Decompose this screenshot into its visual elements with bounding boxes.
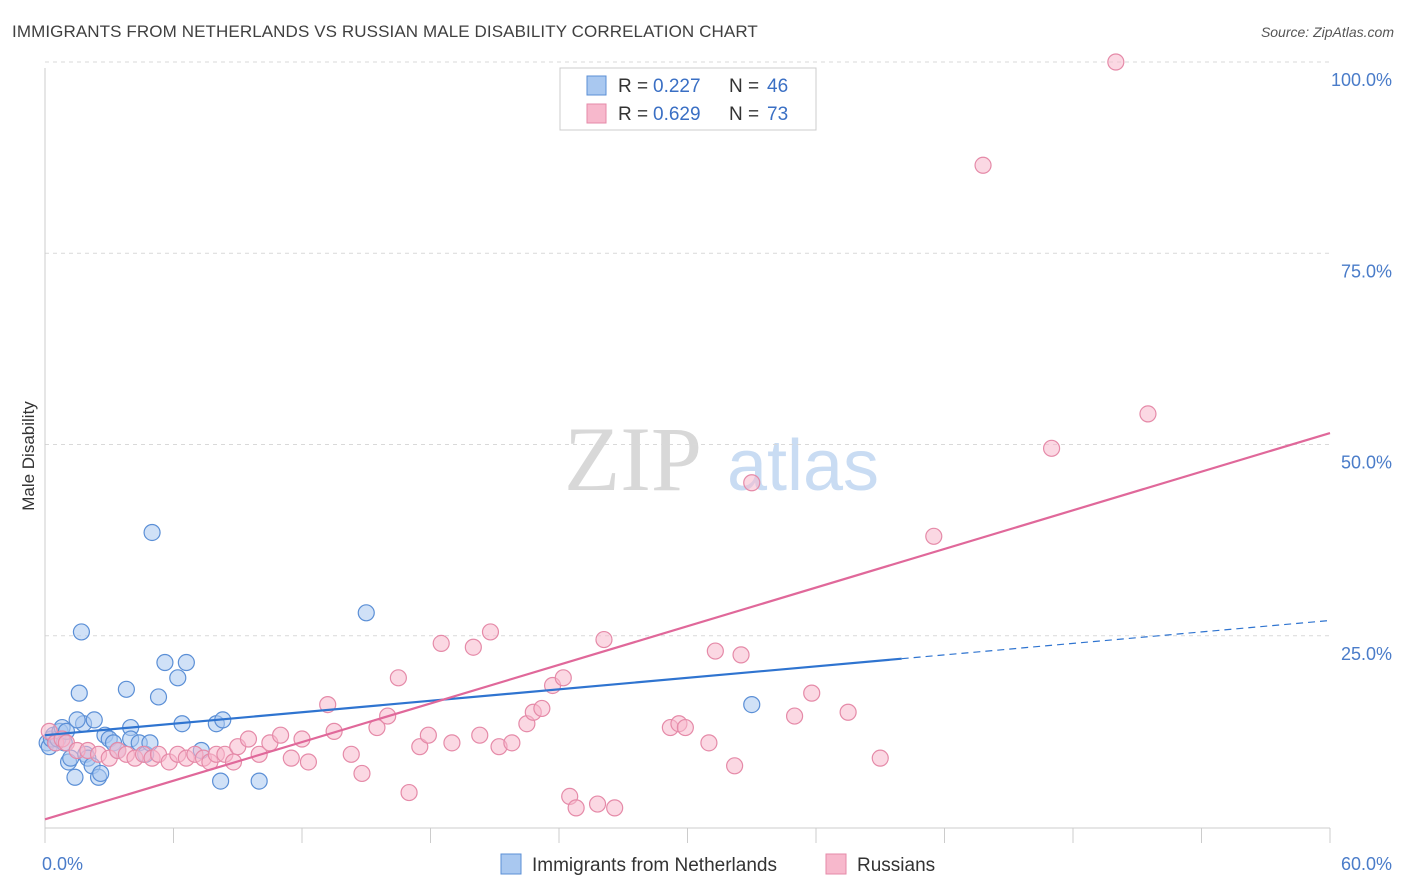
bottom-legend-swatch-russians	[825, 853, 847, 875]
point-russians	[471, 726, 489, 744]
legend-swatch-netherlands	[586, 75, 607, 96]
tick-labels: 25.0% 50.0% 75.0% 100.0% 0.0% 60.0%	[42, 70, 1392, 874]
point-russians	[925, 527, 943, 545]
point-russians	[533, 699, 551, 718]
point-russians	[464, 638, 482, 656]
point-russians	[443, 734, 461, 752]
point-russians	[839, 703, 857, 721]
series-russians	[40, 53, 1157, 817]
point-russians	[706, 642, 724, 660]
point-russians	[432, 634, 450, 653]
point-netherlands	[85, 711, 103, 729]
legend-n-value: 46	[767, 76, 788, 97]
point-russians	[419, 726, 437, 744]
y-tick-label: 100.0%	[1331, 70, 1392, 90]
trend-line-russians	[44, 431, 1331, 821]
bottom-legend: Immigrants from Netherlands Russians	[500, 853, 935, 876]
point-netherlands	[66, 768, 84, 786]
axes	[44, 68, 1331, 843]
legend-n-label: N =	[729, 76, 759, 97]
point-russians	[299, 753, 318, 771]
point-netherlands	[177, 653, 195, 672]
point-russians	[411, 738, 429, 756]
legend-r-label: R =	[618, 104, 648, 125]
point-russians	[732, 646, 750, 664]
point-russians	[700, 734, 718, 752]
bottom-legend-swatch-netherlands	[500, 853, 522, 875]
point-russians	[871, 749, 889, 767]
point-netherlands	[68, 711, 86, 729]
point-russians	[1139, 405, 1157, 423]
trend-line-netherlands-extension	[901, 619, 1331, 660]
grid	[45, 61, 1330, 637]
x-tick-label: 0.0%	[42, 854, 83, 874]
point-russians	[554, 669, 572, 687]
point-netherlands	[743, 695, 761, 714]
watermark-atlas: atlas	[727, 426, 879, 506]
point-netherlands	[156, 653, 174, 672]
bottom-legend-label-russians: Russians	[857, 855, 935, 876]
point-russians	[353, 764, 371, 783]
y-axis-title: Male Disability	[19, 401, 38, 511]
point-russians	[974, 156, 992, 174]
point-russians	[282, 749, 300, 767]
legend-r-label: R =	[618, 76, 648, 97]
point-russians	[588, 795, 607, 813]
point-netherlands	[357, 604, 375, 622]
trend-line-netherlands	[44, 657, 902, 737]
point-netherlands	[72, 623, 91, 641]
point-russians	[726, 757, 744, 775]
legend-n-value: 73	[767, 104, 788, 125]
y-tick-label: 50.0%	[1341, 453, 1392, 473]
source-label: Source: ZipAtlas.com	[1260, 24, 1394, 40]
point-netherlands	[92, 764, 110, 783]
trend-lines	[44, 431, 1331, 821]
point-netherlands	[212, 772, 230, 790]
legend-n-label: N =	[729, 104, 759, 125]
point-russians	[1107, 53, 1125, 71]
point-russians	[595, 630, 613, 649]
point-russians	[567, 799, 585, 817]
point-russians	[785, 707, 804, 725]
point-russians	[676, 718, 694, 737]
y-tick-label: 75.0%	[1341, 261, 1392, 281]
point-russians	[606, 799, 624, 817]
point-russians	[239, 730, 258, 748]
point-netherlands	[169, 669, 187, 687]
legend-r-value: 0.629	[653, 104, 701, 125]
point-netherlands	[70, 684, 88, 702]
point-russians	[803, 684, 821, 702]
point-russians	[481, 623, 500, 641]
point-netherlands	[149, 688, 168, 706]
x-tick-label: 60.0%	[1341, 854, 1392, 874]
point-russians	[400, 783, 418, 802]
point-russians	[503, 734, 521, 752]
point-russians	[271, 726, 290, 744]
legend-r-value: 0.227	[653, 76, 701, 97]
legend-swatch-russians	[586, 103, 607, 124]
chart-title: IMMIGRANTS FROM NETHERLANDS VS RUSSIAN M…	[12, 22, 758, 41]
point-netherlands	[250, 772, 268, 790]
y-tick-label: 25.0%	[1341, 644, 1392, 664]
watermark-zip: ZIP	[564, 408, 702, 510]
point-russians	[743, 474, 761, 492]
bottom-legend-label-netherlands: Immigrants from Netherlands	[532, 855, 777, 876]
point-netherlands	[143, 523, 161, 542]
point-russians	[342, 745, 360, 763]
point-russians	[1042, 439, 1061, 457]
point-netherlands	[117, 680, 135, 698]
legend: R = 0.227 N = 46 R = 0.629 N = 73	[559, 67, 817, 131]
point-russians	[389, 669, 407, 687]
